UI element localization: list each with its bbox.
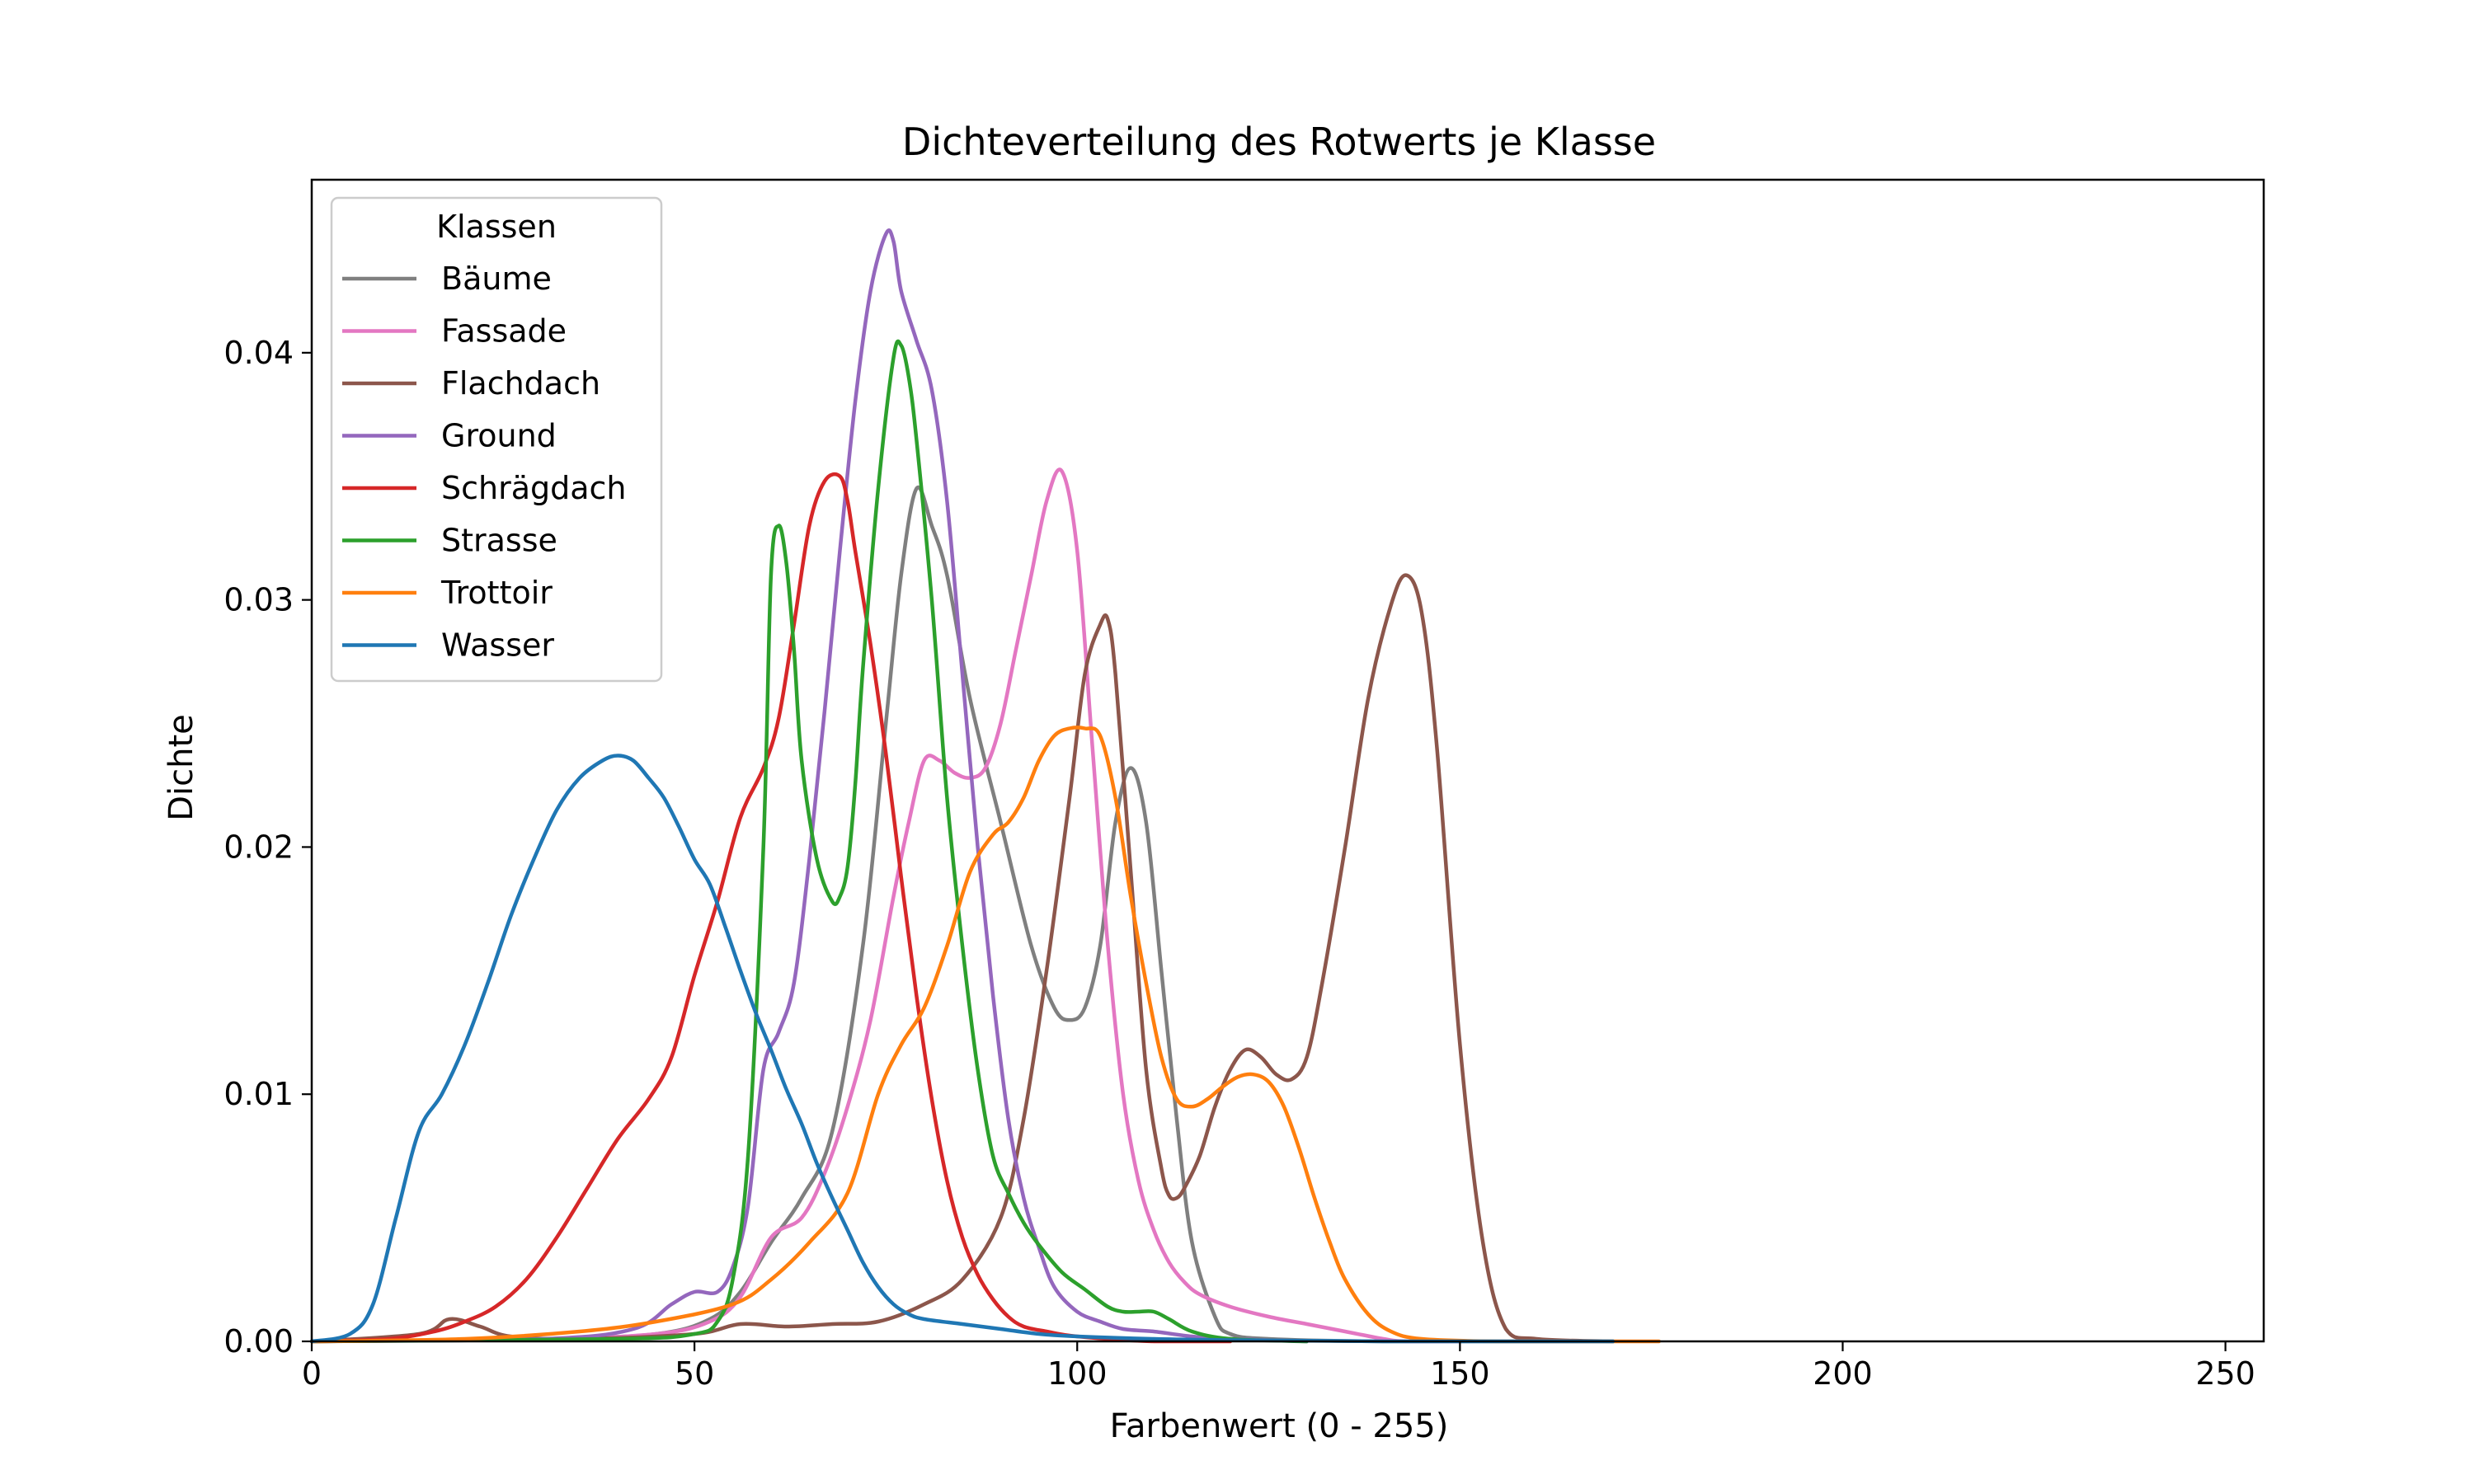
y-axis-label: Dichte [162,714,200,821]
legend-box [330,196,663,683]
legend-label-baeume: Bäume [441,261,552,297]
chart-title: Dichteverteilung des Rotwerts je Klasse [902,120,1656,164]
x-tick-label: 50 [675,1355,714,1392]
series-line-trottoir [309,726,1661,1344]
x-axis-label: Farbenwert (0 - 255) [1110,1407,1449,1445]
x-axis: 0 50 100 150 200 250 [302,1341,2255,1392]
series-line-schraegdach [309,472,1233,1344]
legend-label-flachdach: Flachdach [441,365,600,402]
legend-label-wasser: Wasser [441,627,554,664]
plot-frame [310,178,2265,1343]
series-line-flachdach [309,573,1616,1344]
legend: Klassen Bäume Fassade Flachdach Ground Schrä… [330,196,663,683]
y-tick-label: 0.04 [223,335,294,371]
y-tick-label: 0.02 [223,829,294,865]
y-axis: 0.00 0.01 0.02 0.03 0.04 [223,335,312,1360]
y-tick-label: 0.03 [223,582,294,618]
series-line-strasse [309,339,1309,1344]
series-line-fassade [309,467,1462,1344]
legend-label-strasse: Strasse [441,523,557,559]
legend-label-fassade: Fassade [441,313,567,350]
legend-label-schraegdach: Schrägdach [441,470,627,506]
legend-entries: Bäume Fassade Flachdach Ground Schrägdach Str… [342,261,627,664]
legend-title: Klassen [436,209,557,245]
x-tick-label: 0 [302,1355,322,1392]
legend-label-trottoir: Trottoir [440,575,553,611]
x-tick-label: 150 [1430,1355,1490,1392]
x-tick-label: 100 [1047,1355,1108,1392]
y-tick-label: 0.01 [223,1076,294,1112]
series-layer [309,228,1661,1344]
series-line-ground [309,228,1309,1344]
series-line-wasser [309,754,1616,1344]
x-tick-label: 250 [2195,1355,2255,1392]
x-tick-label: 200 [1813,1355,1873,1392]
legend-label-ground: Ground [441,418,557,454]
y-tick-label: 0.00 [223,1323,294,1360]
